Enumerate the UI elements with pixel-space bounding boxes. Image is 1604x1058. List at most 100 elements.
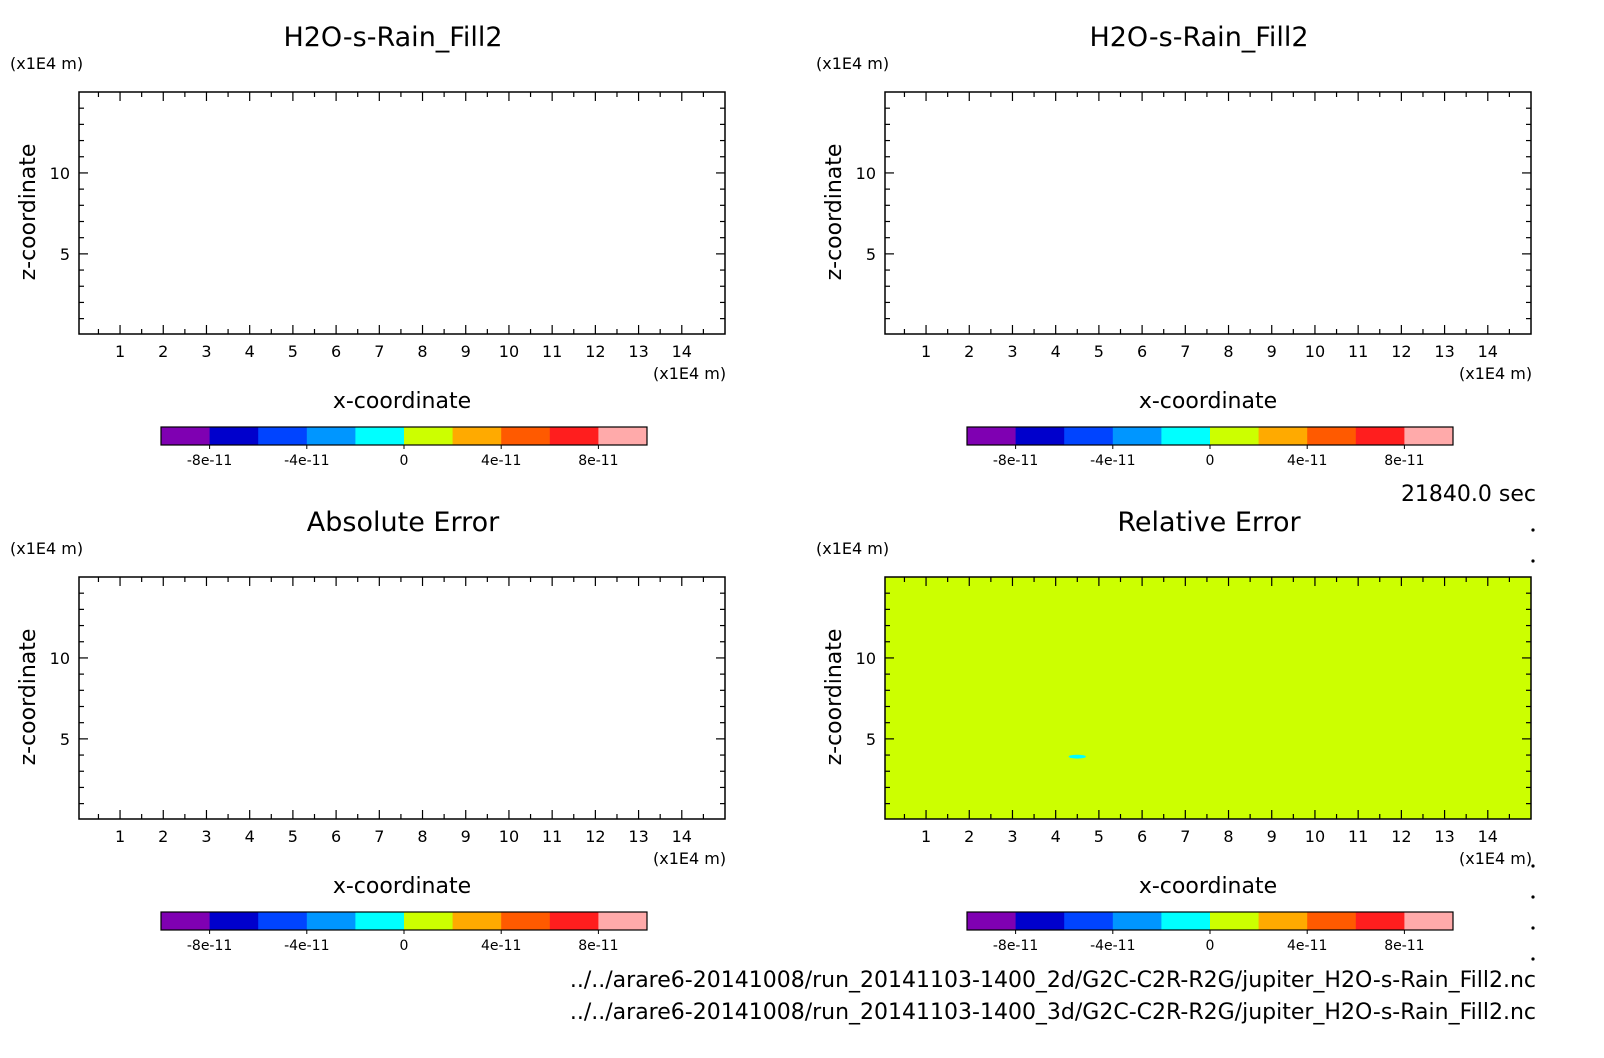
x-tick-label: 1 xyxy=(921,342,931,361)
colorbar-swatch xyxy=(1355,912,1405,930)
x-tick-label: 10 xyxy=(1305,342,1325,361)
x-axis-label: x-coordinate xyxy=(333,874,471,899)
x-unit-label: (x1E4 m) xyxy=(1459,849,1532,868)
colorbar-swatch xyxy=(306,427,356,445)
x-tick-label: 8 xyxy=(417,827,427,846)
colorbar-tick-label: 0 xyxy=(400,938,409,954)
colorbar-swatch xyxy=(1161,912,1211,930)
colorbar-swatch xyxy=(1161,427,1211,445)
plot-area xyxy=(78,576,726,820)
colorbar-swatch xyxy=(549,912,599,930)
y-axis-label: z-coordinate xyxy=(822,629,847,766)
colorbar-swatch xyxy=(1404,912,1454,930)
colorbar-swatch xyxy=(161,912,211,930)
colorbar-swatch xyxy=(1112,427,1162,445)
colorbar-tick-label: 8e-11 xyxy=(1384,453,1424,469)
x-tick-label: 11 xyxy=(1348,342,1368,361)
x-axis-label: x-coordinate xyxy=(1139,389,1277,414)
colorbar-tick-label: -4e-11 xyxy=(1090,453,1135,469)
y-tick-label: 5 xyxy=(866,245,876,264)
x-tick-label: 2 xyxy=(964,342,974,361)
x-tick-label: 14 xyxy=(1478,827,1498,846)
colorbar-tick-label: -8e-11 xyxy=(187,453,232,469)
colorbar-tick-label: 8e-11 xyxy=(578,453,618,469)
feature-group xyxy=(1068,754,1086,759)
colorbar-swatch xyxy=(161,427,211,445)
x-tick-label: 3 xyxy=(201,342,211,361)
colorbar-tick-label: 0 xyxy=(1206,453,1215,469)
x-tick-label: 3 xyxy=(1007,827,1017,846)
x-tick-label: 5 xyxy=(288,827,298,846)
field-fill xyxy=(885,577,1531,819)
x-tick-label: 12 xyxy=(1391,342,1411,361)
time-label: 21840.0 sec xyxy=(1401,482,1536,507)
x-unit-label: (x1E4 m) xyxy=(1459,364,1532,383)
colorbar-swatch xyxy=(404,912,454,930)
y-tick-label: 10 xyxy=(856,164,876,183)
colorbar-swatch xyxy=(1307,912,1357,930)
x-axis-label: x-coordinate xyxy=(1139,874,1277,899)
colorbar-swatch xyxy=(1307,427,1357,445)
colorbar-swatch xyxy=(258,912,308,930)
x-tick-label: 5 xyxy=(1094,827,1104,846)
colorbar-swatch xyxy=(1404,427,1454,445)
x-tick-label: 4 xyxy=(1051,342,1061,361)
x-tick-label: 9 xyxy=(1267,827,1277,846)
x-tick-label: 12 xyxy=(585,342,605,361)
colorbar-swatch xyxy=(452,427,502,445)
plot-area xyxy=(78,91,726,335)
x-tick-label: 4 xyxy=(245,827,255,846)
x-tick-label: 10 xyxy=(499,827,519,846)
x-tick-label: 10 xyxy=(499,342,519,361)
colorbar-swatch xyxy=(1112,912,1162,930)
colorbar-swatch xyxy=(355,912,405,930)
file-path-3d: ../../arare6-20141008/run_20141103-1400_… xyxy=(570,1000,1536,1025)
plot-area xyxy=(884,576,1532,820)
x-tick-label: 2 xyxy=(158,827,168,846)
x-tick-label: 1 xyxy=(921,827,931,846)
panel-title: H2O-s-Rain_Fill2 xyxy=(283,22,502,53)
y-tick-label: 10 xyxy=(50,649,70,668)
colorbar-tick-label: 4e-11 xyxy=(1287,938,1327,954)
y-unit-label: (x1E4 m) xyxy=(10,539,83,558)
x-tick-label: 5 xyxy=(1094,342,1104,361)
x-tick-label: 8 xyxy=(1223,342,1233,361)
x-tick-label: 9 xyxy=(461,342,471,361)
colorbar-swatch xyxy=(1210,427,1260,445)
panel-title: H2O-s-Rain_Fill2 xyxy=(1089,22,1308,53)
colorbar-tick-label: -8e-11 xyxy=(187,938,232,954)
x-unit-label: (x1E4 m) xyxy=(653,849,726,868)
colorbar-swatch xyxy=(598,427,648,445)
x-tick-label: 12 xyxy=(1391,827,1411,846)
x-tick-label: 4 xyxy=(245,342,255,361)
panel-bottom-right: Relative Error (x1E4 m) 1 2 3 4 5 6 7 8 9 10 11 12 1… xyxy=(816,507,1532,954)
colorbar-swatch xyxy=(1015,912,1065,930)
colorbar-tick-label: 0 xyxy=(1206,938,1215,954)
edge-dot xyxy=(1531,864,1535,868)
colorbar-swatch xyxy=(501,427,551,445)
x-tick-label: 13 xyxy=(1434,827,1454,846)
colorbar-swatch xyxy=(306,912,356,930)
panel-top-right: H2O-s-Rain_Fill2 (x1E4 m) 1 2 3 4 5 6 7 8 9 10 11 1… xyxy=(816,22,1532,469)
colorbar-swatch xyxy=(1258,912,1308,930)
x-unit-label: (x1E4 m) xyxy=(653,364,726,383)
y-tick-label: 5 xyxy=(60,245,70,264)
x-tick-label: 9 xyxy=(461,827,471,846)
edge-dot xyxy=(1531,957,1535,961)
x-tick-label: 7 xyxy=(1180,342,1190,361)
x-axis-label: x-coordinate xyxy=(333,389,471,414)
colorbar-tick-label: 4e-11 xyxy=(481,938,521,954)
x-tick-label: 12 xyxy=(585,827,605,846)
panel-title: Absolute Error xyxy=(307,507,500,538)
x-tick-label: 6 xyxy=(331,342,341,361)
x-tick-label: 3 xyxy=(1007,342,1017,361)
colorbar: -8e-11 -4e-11 0 4e-11 8e-11 xyxy=(966,911,1454,954)
colorbar-tick-label: -4e-11 xyxy=(284,453,329,469)
colorbar-swatch xyxy=(452,912,502,930)
colorbar-tick-label: 4e-11 xyxy=(1287,453,1327,469)
y-axis-label: z-coordinate xyxy=(16,144,41,281)
x-tick-label: 3 xyxy=(201,827,211,846)
